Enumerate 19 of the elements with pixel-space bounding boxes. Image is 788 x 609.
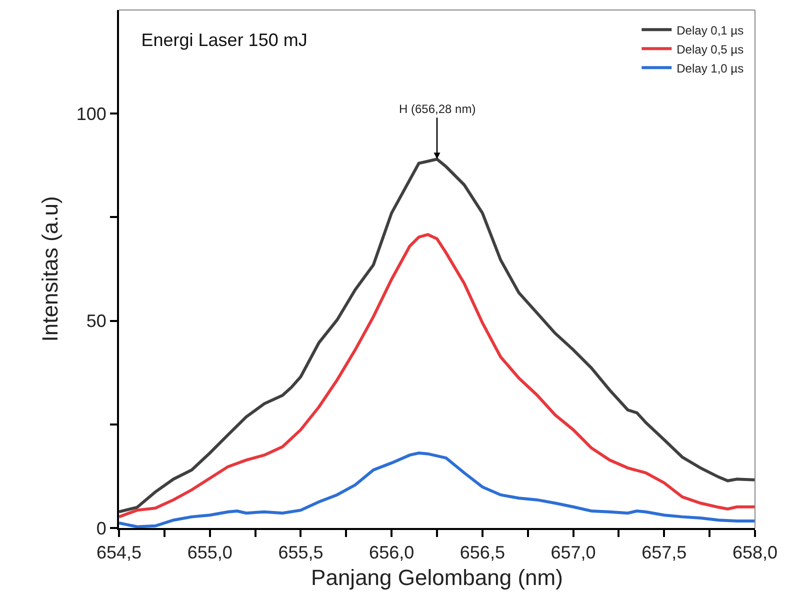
y-tick-label: 50 (86, 311, 106, 332)
x-axis-title: Panjang Gelombang (nm) (311, 565, 563, 590)
legend-label: Delay 0,5 µs (676, 42, 744, 56)
x-tick-label: 655,0 (187, 542, 232, 563)
x-tick-label: 657,5 (642, 542, 687, 563)
x-tick-label: 654,5 (96, 542, 142, 563)
annotation: H (656,28 nm) (399, 102, 476, 116)
legend-label: Delay 1,0 µs (676, 61, 744, 76)
line-series (119, 233, 755, 518)
x-tick-label: 657,0 (550, 542, 596, 563)
y-tick-label: 100 (76, 104, 106, 124)
legend-label: Delay 0,1 µs (676, 23, 744, 38)
text: Energi Laser 150 mJ (141, 30, 308, 50)
x-tick-label: 658,0 (732, 542, 778, 563)
y-tick-label: 0 (96, 518, 106, 538)
x-tick-label: 656,0 (369, 542, 414, 563)
y-axis-title: Intensitas (a.u) (38, 196, 63, 342)
x-tick-label: 656,5 (460, 542, 505, 563)
x-tick-label: 655,5 (278, 542, 324, 563)
